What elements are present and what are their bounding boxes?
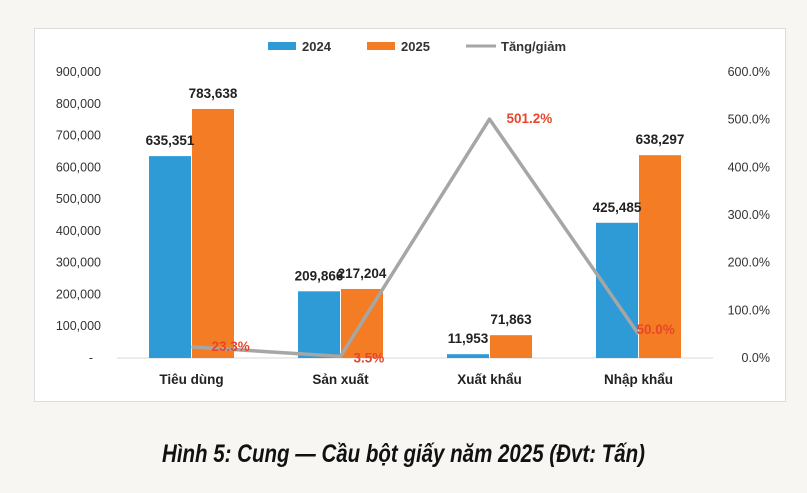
left-tick-label: 500,000	[56, 192, 101, 206]
legend-label-2025: 2025	[401, 39, 430, 54]
chart-frame: 2024 2025 Tăng/giảm - 100,000 200,000 300,0…	[34, 28, 786, 402]
right-tick-label: 100.0%	[728, 303, 770, 317]
category-labels: Tiêu dùng Sản xuất Xuất khẩu Nhập khẩu	[159, 372, 673, 387]
bar-value-label: 11,953	[448, 331, 489, 346]
bar-2024-0	[149, 156, 191, 358]
figure-caption: Hình 5: Cung — Cầu bột giấy năm 2025 (Đv…	[162, 440, 645, 468]
right-tick-label: 400.0%	[728, 160, 770, 174]
right-tick-label: 0.0%	[742, 351, 771, 365]
legend: 2024 2025 Tăng/giảm	[268, 39, 566, 54]
legend-swatch-2024	[268, 42, 296, 50]
bar-value-label: 635,351	[146, 133, 195, 148]
change-value-label: 50.0%	[637, 322, 675, 337]
bar-2025-2	[490, 335, 532, 358]
left-axis-ticks: - 100,000 200,000 300,000 400,000 500,000 600,…	[56, 65, 101, 365]
legend-swatch-2025	[367, 42, 395, 50]
legend-label-2024: 2024	[302, 39, 332, 54]
chart-svg: 2024 2025 Tăng/giảm - 100,000 200,000 300,0…	[56, 39, 770, 387]
bar-value-label: 217,204	[338, 266, 387, 281]
bar-value-label: 638,297	[636, 132, 685, 147]
right-tick-label: 600.0%	[728, 65, 770, 79]
change-value-label: 3.5%	[354, 350, 385, 365]
right-tick-label: 500.0%	[728, 113, 770, 127]
bar-value-label: 209,866	[295, 268, 344, 283]
left-tick-label: 800,000	[56, 97, 101, 111]
left-tick-label: 100,000	[56, 319, 101, 333]
change-value-label: 501.2%	[507, 111, 553, 126]
left-tick-label: 300,000	[56, 256, 101, 270]
right-tick-label: 300.0%	[728, 208, 770, 222]
change-value-label: 23.3%	[212, 339, 250, 354]
category-label: Sản xuất	[312, 372, 369, 387]
left-tick-label: -	[89, 351, 93, 365]
right-axis-ticks: 0.0% 100.0% 200.0% 300.0% 400.0% 500.0% 600.0%	[728, 65, 770, 365]
bar-2025-3	[639, 155, 681, 358]
left-tick-label: 400,000	[56, 224, 101, 238]
category-label: Tiêu dùng	[159, 372, 223, 387]
bar-value-label: 783,638	[189, 86, 238, 101]
bar-2024-2	[447, 354, 489, 358]
bar-2024-3	[596, 222, 638, 358]
category-label: Nhập khẩu	[604, 372, 673, 387]
bar-2025-0	[192, 108, 234, 358]
left-tick-label: 600,000	[56, 160, 101, 174]
left-tick-label: 700,000	[56, 129, 101, 143]
bar-value-label: 71,863	[490, 312, 532, 327]
bar-value-label: 425,485	[593, 200, 642, 215]
left-tick-label: 900,000	[56, 65, 101, 79]
category-label: Xuất khẩu	[457, 372, 522, 387]
bar-2024-1	[298, 291, 340, 358]
change-line	[191, 117, 640, 359]
legend-label-change: Tăng/giảm	[501, 39, 566, 54]
right-tick-label: 200.0%	[728, 256, 770, 270]
left-tick-label: 200,000	[56, 287, 101, 301]
bars	[149, 108, 681, 358]
change-line-layer: 23.3% 3.5% 501.2% 50.0%	[191, 111, 675, 365]
